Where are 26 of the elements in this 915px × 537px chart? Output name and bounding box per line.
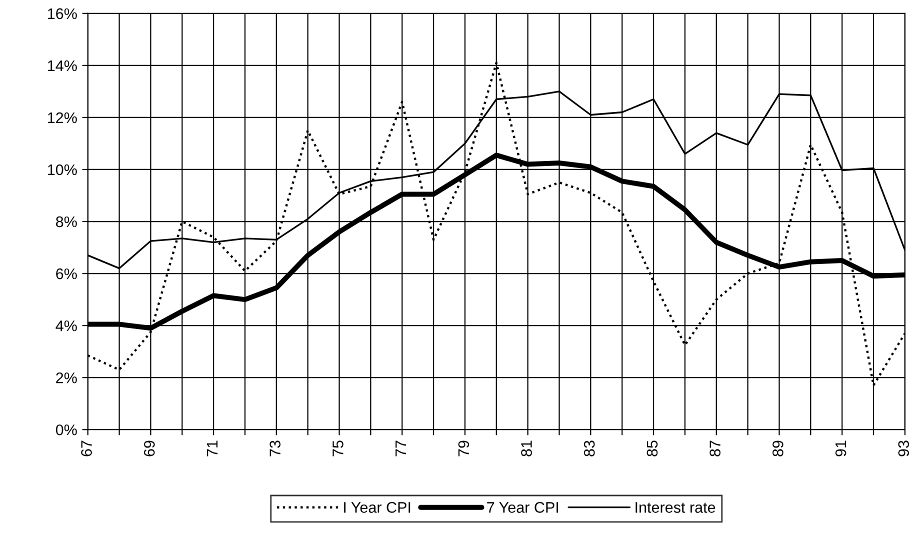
x-tick-label: 91 xyxy=(835,440,846,456)
x-tick-label: 93 xyxy=(898,440,910,456)
y-tick-label: 8% xyxy=(56,216,77,228)
x-tick-label: 75 xyxy=(332,440,344,456)
y-tick-label: 6% xyxy=(56,268,77,280)
legend-label: 7 Year CPI xyxy=(487,502,558,513)
x-tick-label: 83 xyxy=(584,440,595,456)
y-tick-label: 4% xyxy=(56,320,77,332)
x-tick-label: 77 xyxy=(396,440,406,456)
legend-label: Interest rate xyxy=(636,502,716,513)
y-tick-label: 10% xyxy=(48,164,77,176)
y-tick-label: 0% xyxy=(56,424,77,436)
x-tick-label: 73 xyxy=(270,440,280,456)
y-tick-label: 14% xyxy=(48,60,77,72)
legend-label: I Year CPI xyxy=(344,502,410,513)
x-tick-label: 89 xyxy=(772,440,784,456)
x-tick-label: 71 xyxy=(206,440,218,456)
x-tick-label: 67 xyxy=(81,440,92,456)
x-tick-label: 79 xyxy=(458,440,470,456)
x-tick-label: 69 xyxy=(144,440,155,456)
y-tick-label: 12% xyxy=(48,112,77,124)
x-tick-label: 85 xyxy=(646,440,658,456)
x-tick-label: 87 xyxy=(710,440,720,456)
y-tick-label: 16% xyxy=(48,8,77,20)
x-tick-label: 81 xyxy=(521,440,532,456)
y-tick-label: 2% xyxy=(56,372,77,384)
